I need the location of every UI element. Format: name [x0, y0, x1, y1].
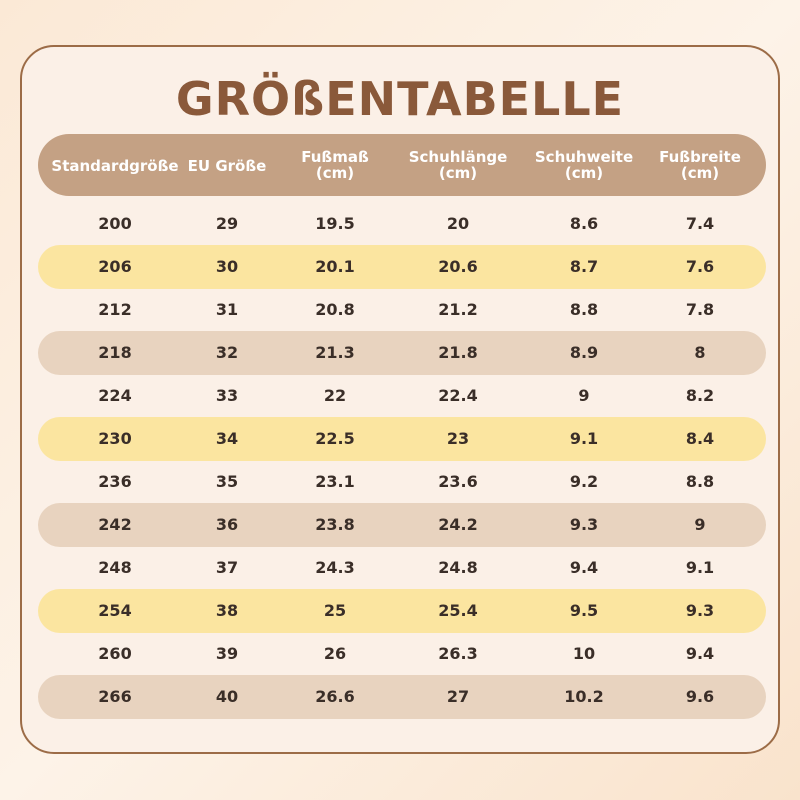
table-cell: 8.2 [685, 386, 715, 405]
table-cell: 8.8 [685, 472, 715, 491]
table-cell: 7.6 [685, 257, 715, 276]
table-cell: 29 [215, 214, 239, 233]
column-header: Fußmaß (cm) [301, 148, 369, 182]
table-cell: 20.6 [438, 257, 478, 276]
table-cell: 224 [98, 386, 132, 405]
table-cell: 9.4 [569, 558, 599, 577]
row-stripe [38, 503, 766, 547]
column-header: Fußbreite (cm) [659, 148, 741, 182]
row-stripe [38, 331, 766, 375]
table-cell: 39 [215, 644, 239, 663]
table-cell: 200 [98, 214, 132, 233]
table-cell: 22.5 [315, 429, 355, 448]
table-cell: 26.3 [438, 644, 478, 663]
table-cell: 9 [694, 515, 706, 534]
table-cell: 218 [98, 343, 132, 362]
table-cell: 31 [215, 300, 239, 319]
table-cell: 20.1 [315, 257, 355, 276]
table-cell: 22.4 [438, 386, 478, 405]
table-cell: 9.5 [569, 601, 599, 620]
table-cell: 7.4 [685, 214, 715, 233]
table-cell: 22 [323, 386, 347, 405]
table-cell: 242 [98, 515, 132, 534]
header-bar [38, 134, 766, 196]
table-cell: 23.1 [315, 472, 355, 491]
table-cell: 24.8 [438, 558, 478, 577]
table-cell: 260 [98, 644, 132, 663]
table-cell: 8.4 [685, 429, 715, 448]
table-cell: 30 [215, 257, 239, 276]
table-cell: 9.2 [569, 472, 599, 491]
table-cell: 32 [215, 343, 239, 362]
table-cell: 8.6 [569, 214, 599, 233]
table-cell: 266 [98, 687, 132, 706]
table-cell: 35 [215, 472, 239, 491]
table-cell: 24.3 [315, 558, 355, 577]
table-cell: 25 [323, 601, 347, 620]
table-cell: 8.8 [569, 300, 599, 319]
table-cell: 8 [694, 343, 706, 362]
table-cell: 25.4 [438, 601, 478, 620]
table-cell: 230 [98, 429, 132, 448]
table-cell: 9.3 [685, 601, 715, 620]
table-cell: 212 [98, 300, 132, 319]
table-cell: 206 [98, 257, 132, 276]
table-cell: 248 [98, 558, 132, 577]
table-cell: 9.4 [685, 644, 715, 663]
table-cell: 254 [98, 601, 132, 620]
table-cell: 7.8 [685, 300, 715, 319]
row-stripe [38, 417, 766, 461]
column-header: EU Größe [187, 157, 267, 175]
table-cell: 34 [215, 429, 239, 448]
title: GRÖßENTABELLE [175, 72, 625, 126]
table-cell: 21.2 [438, 300, 478, 319]
table-cell: 20.8 [315, 300, 355, 319]
table-cell: 236 [98, 472, 132, 491]
table-cell: 40 [215, 687, 239, 706]
table-cell: 9 [578, 386, 590, 405]
row-stripe [38, 675, 766, 719]
table-cell: 36 [215, 515, 239, 534]
table-cell: 20 [446, 214, 470, 233]
table-cell: 37 [215, 558, 239, 577]
table-cell: 26 [323, 644, 347, 663]
table-cell: 38 [215, 601, 239, 620]
table-cell: 19.5 [315, 214, 355, 233]
column-header: Schuhlänge (cm) [408, 148, 508, 182]
table-cell: 10.2 [564, 687, 604, 706]
table-cell: 23.8 [315, 515, 355, 534]
table-cell: 9.1 [685, 558, 715, 577]
table-cell: 9.6 [685, 687, 715, 706]
row-stripe [38, 245, 766, 289]
table-cell: 21.3 [315, 343, 355, 362]
column-header: Schuhweite (cm) [534, 148, 634, 182]
table-cell: 10 [572, 644, 596, 663]
table-cell: 27 [446, 687, 470, 706]
table-cell: 8.7 [569, 257, 599, 276]
table-cell: 23 [446, 429, 470, 448]
table-cell: 23.6 [438, 472, 478, 491]
table-cell: 33 [215, 386, 239, 405]
table-cell: 21.8 [438, 343, 478, 362]
table-cell: 26.6 [315, 687, 355, 706]
table-cell: 24.2 [438, 515, 478, 534]
table-cell: 9.1 [569, 429, 599, 448]
table-cell: 8.9 [569, 343, 599, 362]
column-header: Standardgröße [51, 157, 179, 175]
row-stripe [38, 589, 766, 633]
table-cell: 9.3 [569, 515, 599, 534]
